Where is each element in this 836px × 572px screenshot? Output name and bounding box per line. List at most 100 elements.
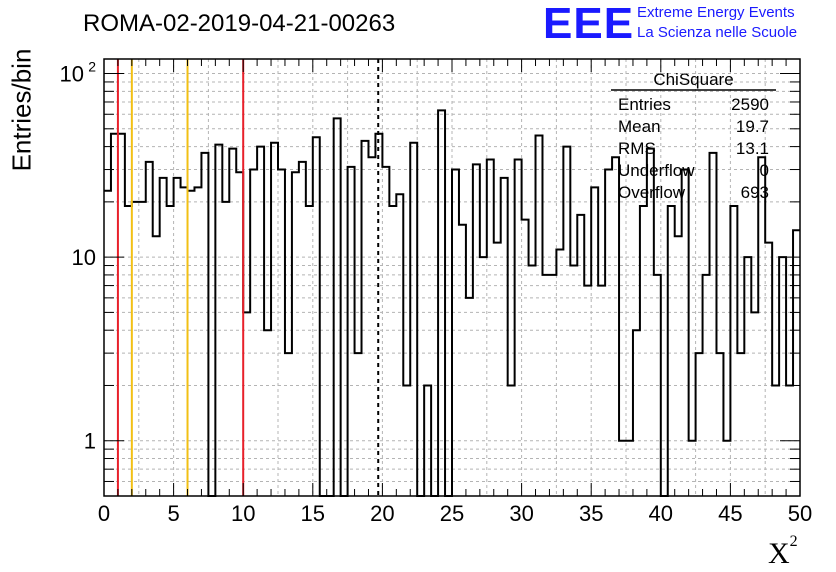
stats-label: Mean: [618, 117, 661, 136]
histogram-bin: [222, 202, 229, 496]
histogram-bin: [473, 164, 480, 496]
stats-title: ChiSquare: [653, 70, 733, 89]
x-tick-label: 0: [98, 501, 110, 526]
histogram-bin: [779, 257, 786, 496]
histogram-bin: [619, 441, 626, 496]
histogram-outline: [104, 109, 800, 497]
histogram-bin: [146, 162, 153, 496]
histogram-bin: [250, 170, 257, 496]
y-tick-label: 1: [84, 429, 96, 454]
histogram-bin: [716, 353, 723, 496]
stats-value: 0: [760, 161, 769, 180]
histogram-bin: [118, 134, 125, 496]
histogram-bin: [703, 275, 710, 496]
histogram-bin: [264, 330, 271, 496]
histogram-bin: [563, 147, 570, 496]
x-tick-label: 20: [370, 501, 394, 526]
histogram-bin: [501, 178, 508, 496]
histogram-bin: [215, 145, 222, 496]
stats-value: 693: [741, 183, 769, 202]
histogram-bin: [494, 243, 501, 496]
histogram-bin: [188, 191, 195, 496]
histogram-bin: [167, 206, 174, 496]
histogram-bin: [626, 441, 633, 496]
histogram-bin: [459, 225, 466, 496]
stats-label: RMS: [618, 139, 656, 158]
x-tick-label: 15: [301, 501, 325, 526]
histogram-bin: [744, 257, 751, 496]
histogram-bin: [522, 220, 529, 496]
histogram-bin: [243, 312, 250, 496]
histogram-bin: [605, 170, 612, 496]
logo-line-1: Extreme Energy Events: [637, 4, 795, 21]
stats-label: Overflow: [618, 183, 686, 202]
logo-line-2: La Scienza nelle Scuole: [637, 24, 798, 41]
histogram-bin: [730, 206, 737, 496]
histogram-bin: [654, 275, 661, 496]
histogram-bin: [229, 149, 236, 496]
histogram-bin: [758, 157, 765, 496]
histogram-bin: [285, 353, 292, 496]
histogram-bin: [181, 187, 188, 496]
histogram-bin: [633, 330, 640, 496]
histogram-bin: [542, 275, 549, 496]
histogram-bin: [424, 385, 431, 496]
histogram-bin: [668, 206, 675, 496]
x-axis-title-base: X: [768, 537, 790, 570]
histogram-bin: [556, 250, 563, 496]
histogram-bin: [111, 134, 118, 496]
histogram-bin: [487, 160, 494, 496]
histogram-bin: [278, 170, 285, 496]
histogram-bin: [201, 153, 208, 496]
histogram-bars: [104, 109, 800, 497]
histogram-bin: [139, 202, 146, 496]
x-axis-title-superscript: 2: [789, 533, 798, 550]
histogram-bin: [438, 110, 445, 496]
histogram-bin: [389, 206, 396, 496]
stats-label: Entries: [618, 95, 671, 114]
run-title: ROMA-02-2019-04-21-00263: [83, 10, 396, 37]
histogram-bin: [292, 172, 299, 496]
histogram-bin: [236, 172, 243, 496]
histogram-bin: [403, 385, 410, 496]
histogram-bin: [689, 441, 696, 496]
histogram-bin: [466, 298, 473, 496]
y-tick-label-superscript: 2: [88, 59, 96, 75]
histogram-bin: [675, 236, 682, 496]
x-tick-label: 35: [579, 501, 603, 526]
histogram-bin: [612, 157, 619, 496]
y-tick-label: 10: [60, 62, 84, 87]
histogram-bin: [362, 141, 369, 496]
x-tick-label: 25: [440, 501, 464, 526]
histogram-bin: [410, 143, 417, 496]
histogram-bin: [584, 286, 591, 496]
histogram-bin: [536, 135, 543, 496]
histogram-bin: [529, 266, 536, 496]
histogram-bin: [194, 187, 201, 496]
x-tick-label: 10: [231, 501, 255, 526]
stats-value: 19.7: [736, 117, 769, 136]
reference-lines: [116, 59, 380, 496]
histogram-bin: [765, 243, 772, 496]
stats-box: ChiSquare Entries 2590 Mean 19.7 RMS 13.1 Under…: [611, 70, 776, 202]
eee-logo: EEE: [543, 0, 635, 48]
histogram-bin: [313, 137, 320, 496]
histogram-bin: [125, 206, 132, 496]
y-tick-label: 10: [72, 245, 96, 270]
histogram-bin: [682, 170, 689, 496]
stats-value: 2590: [731, 95, 769, 114]
x-tick-label: 45: [718, 501, 742, 526]
y-axis-title: Entries/bin: [6, 48, 37, 172]
histogram-bin: [452, 170, 459, 496]
histogram-bin: [396, 194, 403, 496]
histogram-bin: [549, 275, 556, 496]
histogram-bin: [104, 191, 111, 496]
histogram-bin: [160, 178, 167, 496]
stats-value: 13.1: [736, 139, 769, 158]
stats-label: Underflow: [618, 161, 695, 180]
histogram-bin: [508, 385, 515, 496]
histogram-bin: [710, 153, 717, 496]
histogram-bin: [382, 167, 389, 496]
x-tick-label: 50: [788, 501, 812, 526]
